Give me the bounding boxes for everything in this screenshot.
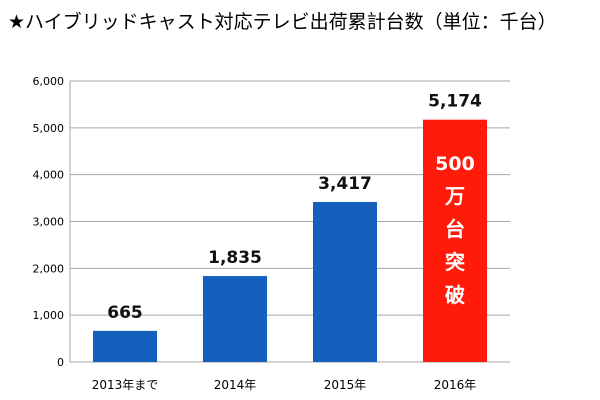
bar-annotation: 破 [445, 283, 465, 307]
y-tick-label: 1,000 [33, 309, 65, 322]
bar [423, 119, 487, 363]
data-label: 3,417 [318, 174, 372, 194]
x-tick-label: 2015年 [324, 378, 367, 392]
y-tick-label: 0 [57, 356, 64, 369]
bar-annotation: 台 [445, 217, 465, 241]
bar-annotation: 500 [435, 153, 475, 175]
data-label: 5,174 [428, 92, 482, 112]
bar-annotation: 万 [444, 184, 465, 208]
x-tick-label: 2013年まで [92, 378, 159, 392]
x-tick-label: 2016年 [434, 378, 477, 392]
bar [203, 276, 267, 362]
y-tick-label: 3,000 [33, 216, 65, 229]
x-tick-label: 2014年 [214, 378, 257, 392]
y-tick-label: 2,000 [33, 262, 65, 275]
y-tick-label: 5,000 [33, 122, 65, 135]
bar-annotation: 突 [445, 250, 465, 274]
y-tick-label: 4,000 [33, 169, 65, 182]
data-label: 1,835 [208, 248, 262, 268]
bar [93, 330, 157, 362]
bar [313, 201, 377, 362]
chart-title: ★ハイブリッドキャスト対応テレビ出荷累計台数（単位：千台） [8, 11, 557, 33]
y-tick-label: 6,000 [33, 75, 65, 88]
data-label: 665 [107, 303, 143, 323]
